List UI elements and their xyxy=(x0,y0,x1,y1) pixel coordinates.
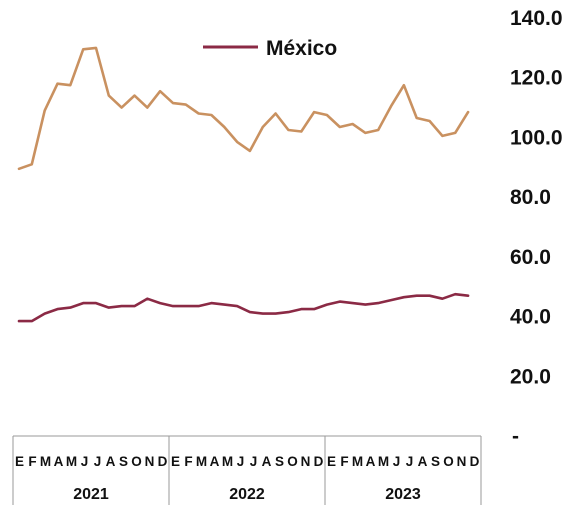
y-tick-label: 60.0 xyxy=(510,246,551,269)
x-month-label: J xyxy=(250,454,258,469)
legend-label-mexico: México xyxy=(266,37,337,60)
x-month-label: M xyxy=(222,454,233,469)
x-month-label: N xyxy=(301,454,311,469)
x-month-label: O xyxy=(131,454,142,469)
x-month-label: E xyxy=(171,454,180,469)
x-month-label: E xyxy=(327,454,336,469)
x-month-label: F xyxy=(28,454,36,469)
x-month-label: A xyxy=(418,454,428,469)
series-line-mexico xyxy=(17,292,470,323)
x-year-label: 2021 xyxy=(73,486,109,503)
x-month-label: M xyxy=(40,454,51,469)
x-month-label: F xyxy=(340,454,348,469)
x-month-label: N xyxy=(145,454,155,469)
x-month-label: S xyxy=(119,454,128,469)
x-month-label: O xyxy=(443,454,454,469)
x-month-label: M xyxy=(378,454,389,469)
x-month-label: O xyxy=(287,454,298,469)
x-month-label: S xyxy=(431,454,440,469)
series-lines xyxy=(17,46,470,323)
x-month-label: J xyxy=(237,454,245,469)
x-month-label: A xyxy=(262,454,272,469)
x-month-label: A xyxy=(210,454,220,469)
x-year-label: 2022 xyxy=(229,486,265,503)
x-month-label: D xyxy=(158,454,168,469)
y-tick-label: - xyxy=(512,425,519,448)
x-month-label: J xyxy=(406,454,414,469)
x-month-label: E xyxy=(15,454,24,469)
y-tick-label: 100.0 xyxy=(510,126,563,149)
y-axis: 140.0 120.0 100.0 80.0 60.0 40.0 20.0 - xyxy=(510,7,563,448)
y-tick-label: 40.0 xyxy=(510,306,551,329)
x-month-label: D xyxy=(314,454,324,469)
x-month-label: J xyxy=(94,454,102,469)
x-year-label: 2023 xyxy=(385,486,421,503)
y-tick-label: 140.0 xyxy=(510,7,563,30)
x-month-label: A xyxy=(54,454,64,469)
y-tick-label: 80.0 xyxy=(510,186,551,209)
x-month-label: F xyxy=(184,454,192,469)
x-month-label: J xyxy=(393,454,401,469)
x-month-label: D xyxy=(470,454,480,469)
x-month-label: J xyxy=(81,454,89,469)
x-month-label: M xyxy=(196,454,207,469)
x-month-label: N xyxy=(457,454,467,469)
x-month-label: M xyxy=(352,454,363,469)
legend: México xyxy=(203,37,337,60)
x-month-label: M xyxy=(66,454,77,469)
y-tick-label: 20.0 xyxy=(510,365,551,388)
x-month-label: A xyxy=(366,454,376,469)
series-line-series-1 xyxy=(17,46,470,171)
y-tick-label: 120.0 xyxy=(510,67,563,90)
x-month-label: S xyxy=(275,454,284,469)
x-month-label: A xyxy=(106,454,116,469)
